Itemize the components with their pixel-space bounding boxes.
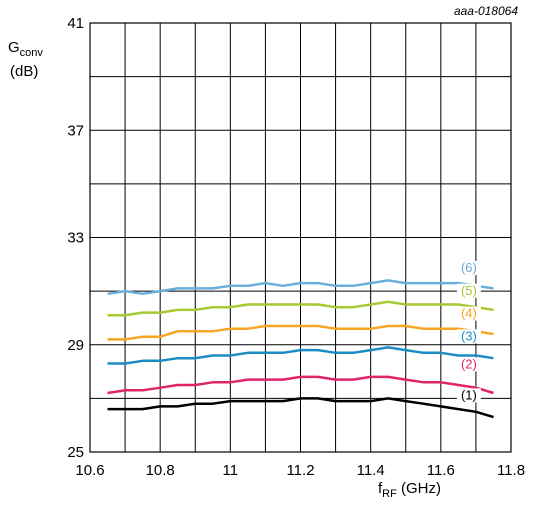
series-label-2: (5) [461,283,477,298]
series-label-bg [456,388,481,403]
series-line-4 [107,346,494,365]
series-line-2 [107,300,494,317]
series-label-3: (4) [461,306,477,321]
series-labels: (6) (5) (4) (3) (2) (1) [456,260,481,403]
y-axis-label-sub: conv [20,47,44,59]
y-tick-label: 41 [67,15,84,32]
x-axis-label-sub: RF [382,488,397,500]
grid [90,23,511,452]
series-label-bg [456,306,481,321]
x-axis-label-main: f [378,480,383,497]
series-label-bg [456,329,481,344]
y-axis-label-main: G [8,39,20,56]
y-tick-label: 25 [67,444,84,461]
y-tick-label: 33 [67,230,84,247]
series-label-1: (6) [461,260,477,275]
series-lines [107,279,494,419]
y-tick-label: 37 [67,122,84,139]
x-tick-labels: 10.6 10.8 11 11.2 11.4 11.6 11.8 [75,462,525,479]
x-tick-label: 11.2 [286,462,314,479]
x-axis-label-unit: (GHz) [397,480,441,497]
series-line-5 [107,375,494,395]
series-label-bg [456,283,481,298]
x-tick-label: 11 [223,462,239,479]
x-tick-label: 11.6 [427,462,455,479]
y-tick-labels: 25 29 33 37 41 [67,15,84,461]
series-line-3 [107,324,494,341]
series-line-1 [107,279,494,296]
x-tick-label: 10.8 [146,462,175,479]
series-label-6: (1) [461,387,477,402]
y-axis-label: Gconv [8,39,43,59]
series-label-5: (2) [461,357,477,372]
series-label-4: (3) [461,328,477,343]
x-tick-label: 11.8 [497,462,525,479]
x-tick-label: 11.4 [357,462,385,479]
series-label-bg [456,357,481,372]
x-tick-label: 10.6 [75,462,104,479]
figure-code: aaa-018064 [454,4,518,18]
y-tick-label: 29 [67,337,84,354]
plot-frame [89,22,512,453]
series-label-bg [456,261,481,276]
y-axis-unit: (dB) [10,63,38,80]
x-axis-label: fRF (GHz) [378,480,441,500]
series-line-6 [107,397,494,419]
